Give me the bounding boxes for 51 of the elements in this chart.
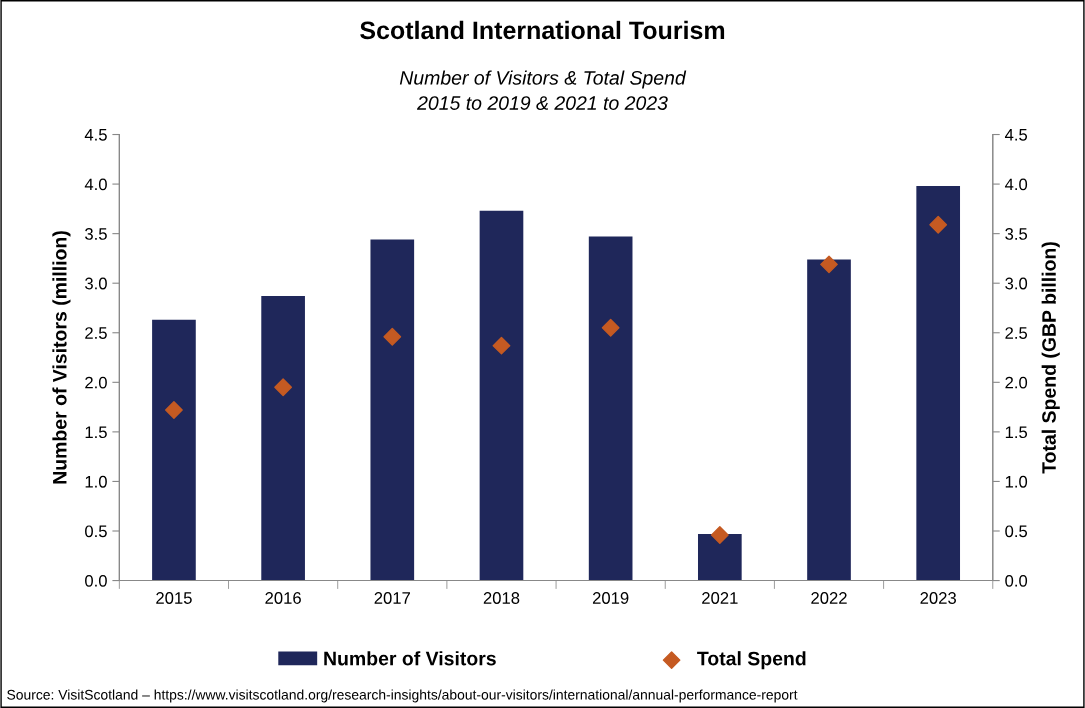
bar — [152, 319, 196, 581]
y-tick-label: 3.0 — [85, 277, 107, 290]
point — [383, 327, 402, 346]
point — [601, 318, 620, 337]
y-tick-label: 2.0 — [85, 376, 107, 389]
y2-tick-label: 0.0 — [1005, 574, 1028, 587]
y2-tick-label: 3.5 — [1005, 228, 1028, 240]
chart-title: Scotland International Tourism — [360, 20, 725, 40]
bar — [261, 296, 305, 581]
bar — [588, 236, 633, 581]
bar — [916, 186, 961, 581]
y-tick-label: 0.5 — [85, 525, 107, 538]
y-tick-label: 1.5 — [85, 426, 107, 439]
point — [492, 336, 511, 355]
y-tick-label: 4.0 — [84, 178, 107, 191]
x-tick-label: 2017 — [374, 592, 410, 604]
bar — [697, 533, 742, 581]
point — [274, 378, 293, 397]
x-tick-label: 2023 — [920, 592, 956, 604]
point — [710, 526, 729, 544]
bar — [479, 210, 524, 581]
y2-axis-title: Total Spend (GBP billion) — [1041, 242, 1060, 474]
x-tick-label: 2019 — [592, 592, 629, 604]
y-axis-title: Number of Visitors (million) — [52, 231, 71, 484]
legend-label: Number of Visitors — [324, 651, 496, 666]
chart-subtitle: Number of Visitors & Total Spend 2015 to 2019 & 2021 to 2023 — [399, 70, 687, 110]
point — [820, 255, 838, 274]
legend-label: Total Spend — [697, 651, 806, 670]
x-tick-label: 2021 — [702, 592, 738, 604]
y-tick-label: 2.5 — [85, 327, 107, 339]
y2-tick-label: 4.5 — [1004, 129, 1028, 141]
x-tick-label: 2022 — [811, 592, 847, 604]
y2-tick-label: 3.0 — [1005, 277, 1028, 290]
y2-tick-label: 0.5 — [1005, 525, 1028, 538]
y2-tick-label: 1.5 — [1005, 426, 1028, 439]
y-tick-label: 3.5 — [85, 228, 107, 240]
y-tick-label: 0.0 — [85, 574, 107, 587]
point — [929, 215, 948, 234]
y2-tick-label: 4.0 — [1004, 178, 1028, 191]
bar — [807, 259, 851, 581]
bar — [370, 239, 415, 581]
y2-tick-label: 1.0 — [1005, 475, 1028, 488]
y-tick-label: 4.5 — [84, 129, 107, 141]
x-tick-label: 2018 — [483, 592, 520, 604]
y-tick-label: 1.0 — [85, 475, 107, 488]
x-tick-label: 2016 — [265, 592, 301, 604]
point — [165, 401, 183, 419]
y2-tick-label: 2.0 — [1005, 376, 1028, 389]
x-tick-label: 2015 — [156, 592, 192, 604]
y2-tick-label: 2.5 — [1005, 327, 1028, 339]
source-note: Source: VisitScotland – https://www.visitscotland.org/research-insights/about-our-visitors/international/annual-performance-report — [7, 689, 798, 703]
